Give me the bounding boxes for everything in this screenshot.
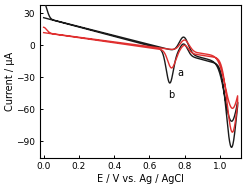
X-axis label: E / V vs. Ag / AgCl: E / V vs. Ag / AgCl xyxy=(97,174,184,184)
Text: b: b xyxy=(168,90,174,100)
Y-axis label: Current / μA: Current / μA xyxy=(5,52,15,111)
Text: a: a xyxy=(178,68,184,78)
